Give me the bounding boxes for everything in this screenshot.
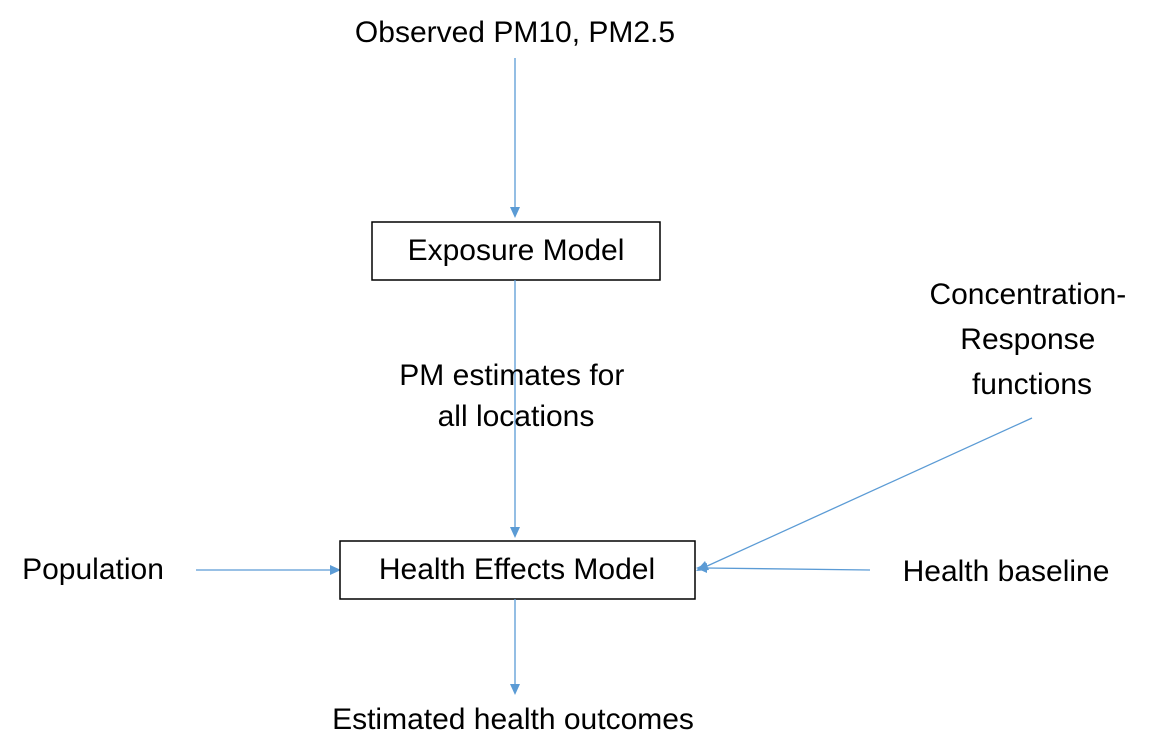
- input-label-line: Response: [960, 323, 1095, 356]
- input-label: Health baseline: [903, 555, 1110, 588]
- box-label: Exposure Model: [408, 234, 625, 267]
- arrowhead: [330, 565, 341, 575]
- arrowhead: [510, 684, 520, 695]
- edge-label: PM estimates for all locations: [399, 359, 632, 433]
- input-label-line: Concentration-: [929, 278, 1126, 311]
- edge-label-line: PM estimates for: [399, 359, 624, 392]
- arrowhead: [510, 527, 520, 538]
- input-label-line: functions: [972, 368, 1092, 401]
- exposure-model-box: [371, 221, 661, 281]
- arrowhead: [510, 207, 520, 218]
- arrow: [704, 417, 1033, 568]
- arrow: [704, 567, 871, 571]
- input-label: Concentration- Response functions: [929, 278, 1134, 401]
- arrowhead: [696, 563, 707, 573]
- health-effects-model-box: [339, 540, 696, 600]
- edge-label-line: all locations: [438, 400, 595, 433]
- box-label: Health Effects Model: [379, 553, 655, 586]
- output-label: Estimated health outcomes: [332, 703, 694, 736]
- input-label: Population: [22, 553, 164, 586]
- source-label: Observed PM10, PM2.5: [355, 16, 675, 49]
